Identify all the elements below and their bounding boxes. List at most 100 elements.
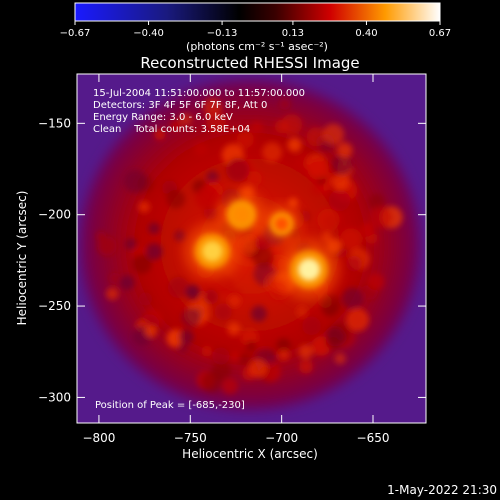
mottle-blob [124, 238, 137, 251]
peak-position-label: Position of Peak = [-685,-230] [95, 400, 245, 411]
mottle-blob [298, 344, 313, 359]
mottle-blob [236, 130, 254, 149]
heatmap-image [77, 74, 426, 423]
mottle-blob [322, 123, 344, 145]
mottle-blob [239, 353, 251, 366]
mottle-blob [138, 201, 151, 213]
mottle-blob [250, 121, 263, 134]
mottle-blob [345, 255, 363, 272]
mottle-blob [368, 193, 385, 210]
chart-title: Reconstructed RHESSI Image [140, 54, 359, 72]
mottle-blob [262, 142, 282, 163]
mottle-blob [138, 292, 153, 306]
axis-ticks: −800 −750 −700 −650 −150 −200 −250 −300 [38, 74, 426, 445]
mottle-blob [281, 113, 303, 136]
mottle-blob [320, 293, 341, 315]
mottle-blob [205, 111, 227, 132]
mottle-blob [360, 222, 374, 237]
mottle-blob [214, 303, 232, 321]
mottle-blob [106, 287, 119, 301]
mottle-blob [195, 185, 219, 210]
mottle-blob [328, 189, 351, 212]
mottle-blob [248, 359, 268, 378]
mottle-blob [148, 222, 160, 235]
mottle-blob [341, 287, 364, 310]
mottle-blob [194, 142, 208, 156]
mottle-blob [325, 334, 341, 350]
colorbar-tick-label: −0.67 [60, 28, 91, 39]
emission-sources [184, 191, 340, 300]
mottle-blob [212, 347, 230, 365]
mottle-blob [301, 316, 322, 336]
mottle-blob [225, 157, 250, 182]
mottle-blob [334, 353, 346, 365]
mottle-blob [276, 338, 291, 353]
mottle-blob [278, 349, 290, 361]
mottle-blob [174, 230, 186, 242]
y-tick-label: −150 [38, 116, 71, 130]
annotation-block: 15-Jul-2004 11:51:00.000 to 11:57:00.000… [93, 88, 305, 135]
mottle-blob [346, 308, 370, 332]
mottle-blob [214, 275, 234, 295]
x-tick-label: −750 [174, 431, 207, 445]
colorbar-unit-label: (photons cm⁻² s⁻¹ asec⁻²) [186, 40, 328, 53]
colorbar-ticks: −0.67 −0.40 −0.13 0.13 0.40 0.67 [60, 21, 451, 39]
mottle-blob [203, 289, 219, 305]
mottle-blob [229, 350, 240, 361]
mottle-blob [145, 243, 163, 260]
mottle-blob [279, 98, 291, 110]
mottle-blob [245, 340, 257, 352]
emission-source [184, 223, 241, 280]
emission-source [262, 204, 301, 243]
annotation-time: 15-Jul-2004 11:51:00.000 to 11:57:00.000 [93, 88, 305, 99]
mottle-blob [123, 169, 148, 194]
mottle-blob [228, 294, 241, 307]
x-tick-label: −700 [265, 431, 298, 445]
x-tick-label: −800 [82, 431, 115, 445]
mottle-blob [132, 254, 152, 274]
mottle-blob [181, 307, 201, 328]
colorbar-tick-label: 0.67 [429, 28, 451, 39]
colorbar-tick-label: 0.13 [282, 28, 304, 39]
mottle-blob [340, 228, 363, 251]
mottle-blob [221, 378, 238, 395]
mottle-blob [255, 234, 271, 251]
mottle-blob [109, 272, 121, 284]
plot-frame [76, 73, 427, 424]
annotation-clean: Clean Total counts: 3.58E+04 [93, 124, 250, 135]
annotation-detectors: Detectors: 3F 4F 5F 6F 7F 8F, Att 0 [93, 100, 267, 111]
mottle-blob [119, 275, 135, 290]
mottle-blob [299, 359, 313, 374]
mottle-blob [201, 371, 223, 393]
mottle-blob [200, 276, 216, 292]
mottle-blob [179, 113, 193, 126]
colorbar-tick-label: −0.13 [207, 28, 238, 39]
mottle-blob [185, 284, 200, 300]
footer-date: 1-May-2022 21:30 [387, 483, 497, 497]
mottle-blob [306, 127, 327, 147]
mottle-blob [250, 305, 267, 322]
mottle-blob [321, 231, 333, 243]
mottle-blob [154, 128, 166, 140]
mottle-blob [241, 237, 258, 254]
mottle-blob [317, 208, 340, 232]
mottle-blob [367, 273, 385, 291]
mottle-blob [167, 276, 190, 299]
emission-source [278, 239, 340, 300]
y-tick-label: −250 [38, 299, 71, 313]
mottle-blob [206, 170, 219, 184]
mottle-blob [96, 231, 107, 242]
y-tick-label: −300 [38, 390, 71, 404]
mottle-blob [332, 173, 350, 191]
mottle-blob [296, 305, 308, 318]
mottle-blob [178, 329, 194, 345]
annotation-energy: Energy Range: 3.0 - 6.0 keV [93, 112, 233, 123]
colorbar-tick-label: 0.40 [355, 28, 377, 39]
mottle-blob [227, 322, 241, 336]
mottle-blob [252, 247, 274, 269]
y-axis-label: Heliocentric Y (arcsec) [15, 191, 29, 326]
x-axis-label: Heliocentric X (arcsec) [182, 447, 318, 461]
mottle-blob [307, 158, 329, 180]
mottle-blob [337, 142, 353, 158]
